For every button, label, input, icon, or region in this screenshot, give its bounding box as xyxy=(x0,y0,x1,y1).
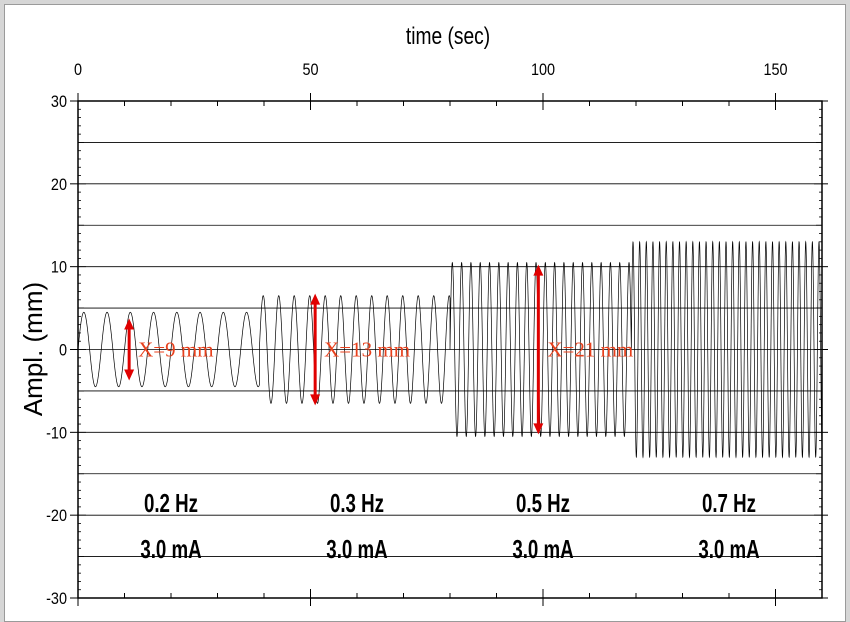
x-tick-label: 100 xyxy=(531,61,555,79)
arrowhead-up xyxy=(310,293,321,305)
arrowhead-down xyxy=(124,369,135,381)
segment-frequency-label: 0.2 Hz xyxy=(144,488,198,518)
x-tick-label: 50 xyxy=(302,61,318,79)
y-axis-title: Ampl. (mm) xyxy=(18,282,48,416)
y-tick-label: -20 xyxy=(46,507,67,525)
x-tick-label: 150 xyxy=(763,61,787,79)
annotation-label: X=21 mm xyxy=(547,338,633,362)
segment-current-label: 3.0 mA xyxy=(140,534,201,564)
segment-frequency-label: 0.3 Hz xyxy=(330,488,384,518)
y-tick-label: 20 xyxy=(51,176,67,194)
x-axis-title: time (sec) xyxy=(406,22,490,50)
y-tick-label: 10 xyxy=(51,259,67,277)
x-tick-label: 0 xyxy=(74,61,82,79)
y-tick-label: 0 xyxy=(59,341,67,359)
annotation-label: X=9 mm xyxy=(138,338,213,362)
segment-current-label: 3.0 mA xyxy=(512,534,573,564)
y-tick-label: -10 xyxy=(46,424,67,442)
segment-current-label: 3.0 mA xyxy=(698,534,759,564)
axis-ticks: 0 50 100 150 -30 -20 -10 0 10 20 30 xyxy=(46,61,828,608)
plot-panel xyxy=(4,4,846,622)
segment-current-label: 3.0 mA xyxy=(326,534,387,564)
annotation-label: X=13 mm xyxy=(324,338,410,362)
segment-frequency-label: 0.5 Hz xyxy=(516,488,570,518)
arrowhead-down xyxy=(310,394,321,406)
segment-frequency-label: 0.7 Hz xyxy=(702,488,756,518)
arrowhead-up xyxy=(533,264,544,276)
arrowhead-down xyxy=(533,423,544,435)
segment-labels: 0.2 Hz 3.0 mA 0.3 Hz 3.0 mA 0.5 Hz 3.0 mA 0.7 … xyxy=(140,488,759,564)
y-tick-label: 30 xyxy=(51,93,67,111)
trace-line xyxy=(77,240,823,459)
y-tick-label: -30 xyxy=(46,590,67,608)
annotations: X=9 mm X=13 mm X=21 mm xyxy=(124,264,633,435)
arrowhead-up xyxy=(124,318,135,330)
signal-trace xyxy=(77,240,823,459)
